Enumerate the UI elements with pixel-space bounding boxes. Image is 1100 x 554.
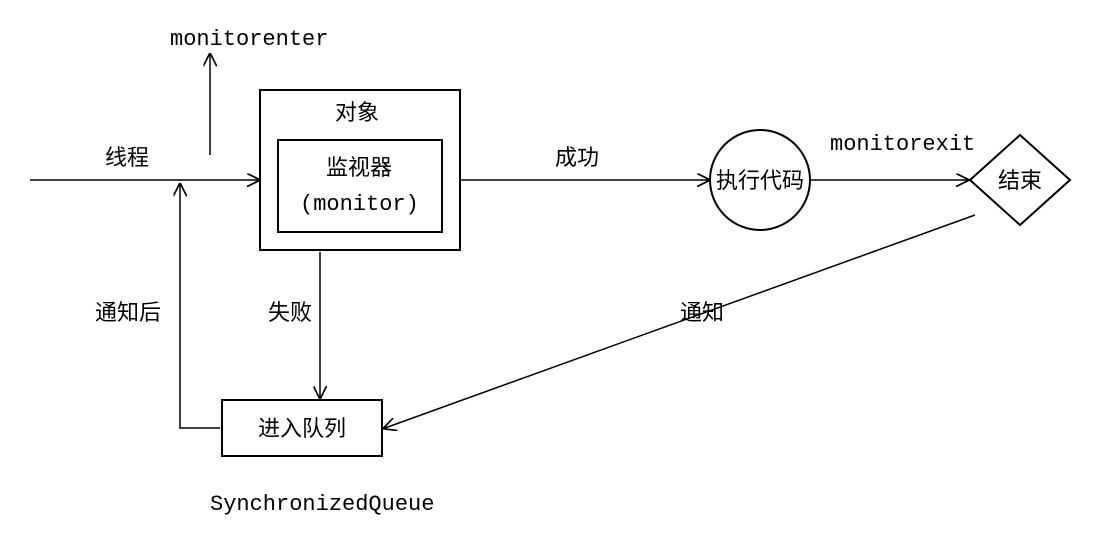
object-box-monitor-en: (monitor) [300,192,419,217]
node-monitorexit: monitorexit [830,132,975,157]
edge-after-notify-label: 通知后 [95,301,161,327]
edge-fail-down: 失败 [268,252,320,397]
end-label: 结束 [998,169,1042,195]
node-sync-queue: SynchronizedQueue [210,492,434,517]
edge-after-notify: 通知后 [95,185,220,428]
edge-success: 成功 [460,146,708,180]
edge-notify: 通知 [385,215,975,428]
node-monitorenter: monitorenter [170,27,328,52]
queue-box-label: 进入队列 [258,417,346,443]
edge-success-label: 成功 [555,146,599,172]
object-box-title: 对象 [335,101,379,127]
node-queue-box: 进入队列 [222,400,382,456]
exec-code-label: 执行代码 [716,169,804,195]
node-end-diamond: 结束 [970,135,1070,225]
node-exec-code: 执行代码 [710,130,810,230]
node-object-box: 对象 监视器 (monitor) [260,90,460,250]
edge-thread-in: 线程 [30,146,258,180]
flowchart-canvas: 线程 成功 失败 通知 通知后 monitorenter 对象 监视器 (mon… [0,0,1100,554]
edge-thread-in-label: 线程 [105,146,149,172]
edge-fail-label: 失败 [268,301,312,327]
object-box-monitor-cn: 监视器 [326,156,392,182]
edge-notify-label: 通知 [680,301,724,327]
